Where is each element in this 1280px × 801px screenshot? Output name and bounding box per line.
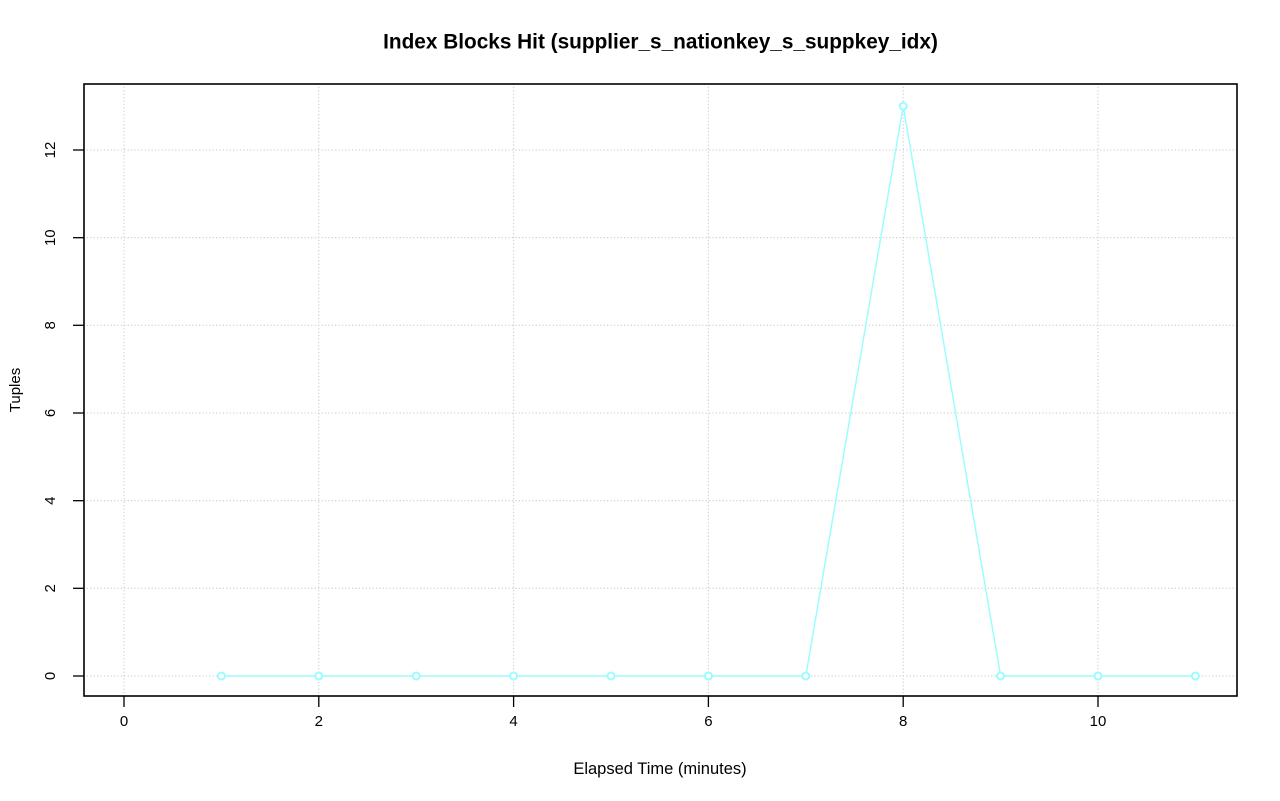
svg-text:4: 4 [42, 497, 59, 505]
svg-text:2: 2 [42, 584, 59, 592]
svg-text:8: 8 [899, 713, 907, 730]
svg-text:12: 12 [42, 142, 59, 159]
svg-text:10: 10 [42, 229, 59, 246]
svg-text:Index Blocks Hit (supplier_s_n: Index Blocks Hit (supplier_s_nationkey_s… [383, 31, 938, 54]
svg-text:0: 0 [42, 672, 59, 680]
svg-text:2: 2 [315, 713, 323, 730]
svg-text:Tuples: Tuples [7, 368, 24, 412]
svg-text:8: 8 [42, 321, 59, 329]
svg-text:6: 6 [42, 409, 59, 417]
svg-text:10: 10 [1090, 713, 1107, 730]
svg-text:0: 0 [120, 713, 128, 730]
svg-text:6: 6 [704, 713, 712, 730]
svg-text:4: 4 [509, 713, 517, 730]
svg-text:Elapsed Time (minutes): Elapsed Time (minutes) [573, 760, 746, 778]
